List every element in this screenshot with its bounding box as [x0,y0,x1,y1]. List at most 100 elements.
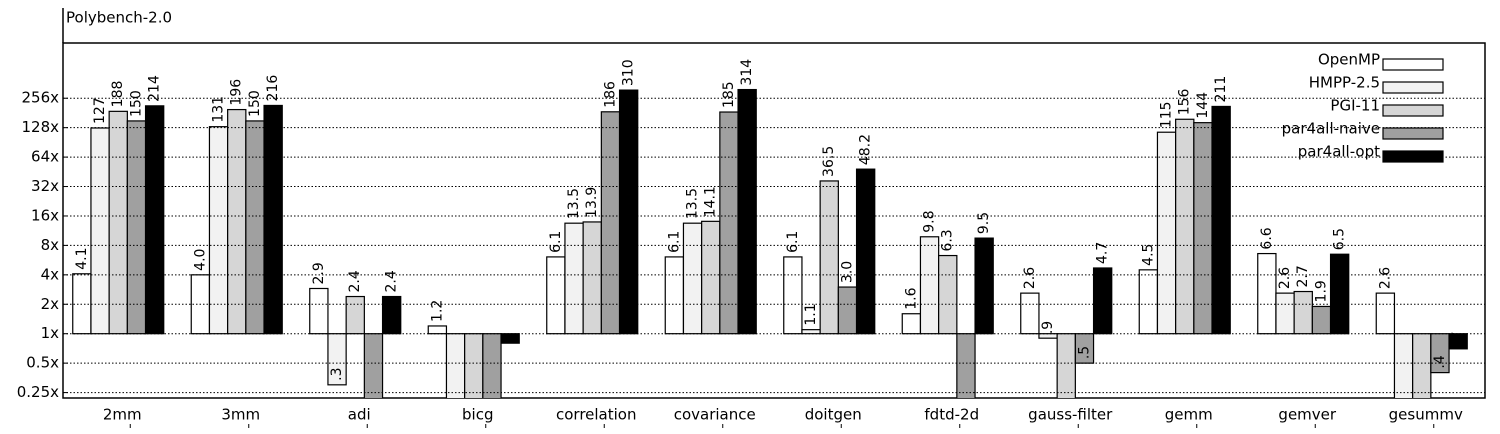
value-label: 131 [211,96,227,123]
bar [309,287,329,335]
value-label: 6.1 [548,231,564,253]
y-tick-label: 16x [31,206,59,224]
bar [974,237,994,335]
bar [72,273,92,335]
legend-swatch [1382,58,1444,71]
bar [227,108,247,335]
value-label: 48.2 [858,134,874,165]
legend-label: par4all-opt [1298,143,1380,161]
value-label: 13.5 [685,188,701,219]
value-label: 1.2 [429,300,445,322]
value-label: 2.6 [1022,267,1038,289]
value-label: 2.6 [1377,267,1393,289]
bar [956,333,976,398]
bar [919,236,940,335]
x-tick-label: fdtd-2d [924,406,979,424]
value-label: 3.0 [839,261,855,283]
value-label: 156 [1177,88,1193,115]
value-label: 13.5 [566,188,582,219]
y-tick-label: 8x [41,236,60,254]
bar [1412,333,1432,398]
value-label: 127 [92,97,108,124]
bar [737,88,757,335]
plot-frame [62,42,1486,399]
bar [701,220,721,335]
value-label: .3 [329,367,345,380]
value-label: 1.6 [903,287,919,309]
y-tick-label: 128x [21,118,59,136]
bar [719,111,739,335]
value-label: 1.9 [1313,280,1329,302]
x-tick-label: 2mm [103,406,142,424]
bar [1257,252,1277,335]
legend-label: par4all-naive [1282,120,1380,138]
bar [1211,105,1231,335]
value-label: .4 [1432,355,1448,368]
value-label: 214 [147,75,163,102]
y-tick-label: 64x [31,148,59,166]
x-tick-label: adi [348,406,371,424]
x-tick-label: 3mm [221,406,260,424]
value-label: 6.3 [940,229,956,251]
value-label: .5 [1076,346,1092,359]
bar [564,222,584,335]
bar [1092,267,1113,335]
x-tick-label: covariance [674,406,756,424]
legend-label: HMPP-2.5 [1309,74,1380,92]
value-label: .9 [1040,321,1056,334]
bar [126,120,147,335]
value-label: 36.5 [821,146,837,177]
x-tick-label: bicg [462,406,493,424]
bar [381,295,402,335]
bar [263,104,283,335]
value-label: 1.1 [803,303,819,325]
bar [1275,292,1295,335]
value-label: 6.1 [785,231,801,253]
legend-label: OpenMP [1318,51,1380,69]
value-label: 6.6 [1259,227,1275,249]
x-tick-label: gauss-filter [1028,406,1113,424]
value-label: 188 [110,81,126,108]
y-tick-label: 2x [41,295,60,313]
value-label: 9.5 [976,212,992,234]
value-label: 185 [721,81,737,108]
value-label: 6.5 [1332,228,1348,250]
bar [1311,305,1332,335]
bar [1193,122,1213,335]
value-label: 14.1 [703,186,719,217]
x-tick-label: gemm [1165,406,1213,424]
y-tick-label: 1x [41,324,60,342]
bar [682,222,703,335]
value-label: 211 [1213,76,1229,103]
bar [464,333,484,398]
legend-swatch [1382,150,1444,163]
legend-swatch [1382,104,1444,117]
bar [482,333,502,398]
value-label: 144 [1195,92,1211,119]
bar [546,256,566,335]
value-label: 4.7 [1095,242,1111,264]
bar [855,168,876,335]
bar [208,126,229,335]
bar [600,111,621,335]
value-label: 2.6 [1277,267,1293,289]
legend-swatch [1382,127,1444,140]
value-label: 2.4 [347,270,363,292]
bar [901,313,922,335]
bar [1375,292,1396,335]
bar [1156,131,1177,335]
value-label: 2.7 [1295,265,1311,287]
bar [837,286,858,335]
bar [1393,333,1414,398]
value-label: 115 [1159,101,1175,128]
bar [582,221,602,335]
bar [345,295,365,335]
bar [664,256,685,335]
value-label: 6.1 [666,231,682,253]
legend-label: PGI-11 [1330,97,1380,115]
y-tick-label: 256x [21,89,59,107]
bar [1056,333,1076,398]
chart-title: Polybench-2.0 [66,9,172,27]
y-tick-label: 0.5x [26,354,59,372]
bar [783,256,803,335]
